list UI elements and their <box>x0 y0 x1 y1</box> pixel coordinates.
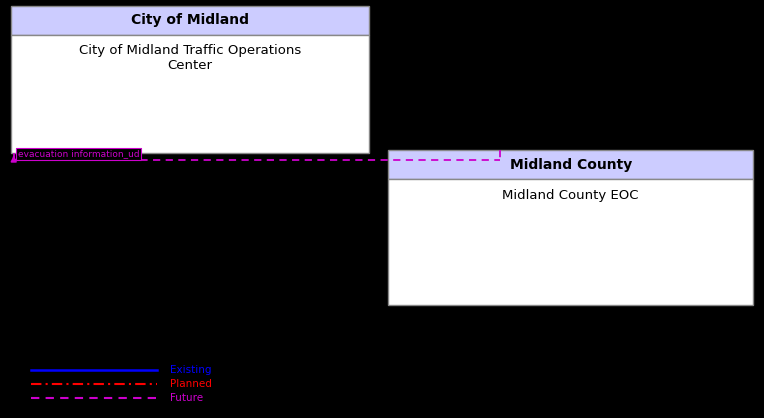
Bar <box>11 35 369 153</box>
Bar <box>388 179 753 305</box>
Bar <box>388 150 753 179</box>
Bar <box>11 6 369 35</box>
Text: evacuation information_ud: evacuation information_ud <box>18 149 139 158</box>
Text: Midland County: Midland County <box>510 158 632 172</box>
Text: City of Midland Traffic Operations
Center: City of Midland Traffic Operations Cente… <box>79 44 301 72</box>
Text: Existing: Existing <box>170 365 212 375</box>
Text: City of Midland: City of Midland <box>131 13 249 28</box>
Text: Planned: Planned <box>170 379 212 389</box>
Text: Midland County EOC: Midland County EOC <box>503 189 639 202</box>
Text: Future: Future <box>170 393 203 403</box>
